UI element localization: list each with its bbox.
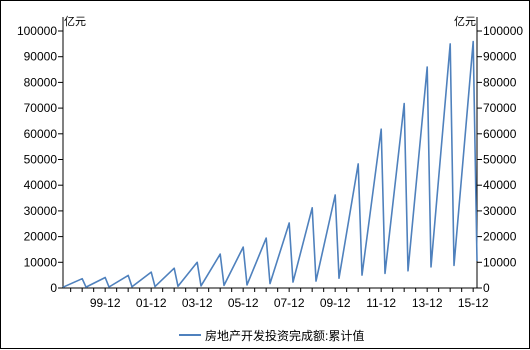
- legend-label: 房地产开发投资完成额:累计值: [205, 328, 365, 343]
- y-tick-label-left: 50000: [24, 153, 58, 167]
- y-tick-label-right: 60000: [483, 127, 517, 141]
- y-tick-label-right: 20000: [483, 230, 517, 244]
- y-tick-label-right: 0: [483, 281, 490, 295]
- y-tick-label-right: 10000: [483, 255, 517, 269]
- legend-swatch: [179, 334, 201, 336]
- x-tick-label: 07-12: [274, 296, 305, 310]
- y-tick-label-right: 40000: [483, 178, 517, 192]
- y-tick-label-right: 70000: [483, 101, 517, 115]
- x-tick-label: 11-12: [366, 296, 396, 310]
- y-tick-label-right: 50000: [483, 153, 517, 167]
- y-tick-label-right: 100000: [483, 24, 523, 38]
- series-line: [62, 40, 478, 288]
- y-tick-label-left: 10000: [24, 255, 58, 269]
- y-tick-label-right: 90000: [483, 50, 517, 64]
- legend: 房地产开发投资完成额:累计值: [179, 327, 364, 343]
- y-tick-label-left: 0: [50, 281, 57, 295]
- y-tick-label-left: 40000: [24, 178, 58, 192]
- y-unit-right: 亿元: [454, 15, 476, 28]
- x-tick-label: 09-12: [320, 296, 351, 310]
- plot-area: [62, 40, 478, 288]
- x-tick-label: 03-12: [182, 296, 213, 310]
- y-tick-label-left: 70000: [24, 101, 58, 115]
- x-tick-label: 13-12: [412, 296, 443, 310]
- y-tick-label-left: 80000: [24, 75, 58, 89]
- y-tick-label-left: 20000: [24, 230, 58, 244]
- y-tick-label-left: 30000: [24, 204, 58, 218]
- y-tick-label-left: 100000: [17, 24, 57, 38]
- x-tick-label: 15-12: [458, 296, 489, 310]
- x-tick-label: 01-12: [136, 296, 167, 310]
- y-tick-label-right: 80000: [483, 75, 517, 89]
- x-tick-label: 99-12: [90, 296, 121, 310]
- y-unit-left: 亿元: [64, 15, 86, 28]
- y-tick-label-right: 30000: [483, 204, 517, 218]
- x-tick-label: 05-12: [228, 296, 259, 310]
- axes: 亿元 亿元 0 0 10000 10000 20000 20000 30000 30000 4000…: [17, 15, 523, 310]
- y-tick-label-left: 90000: [24, 50, 58, 64]
- y-tick-label-left: 60000: [24, 127, 58, 141]
